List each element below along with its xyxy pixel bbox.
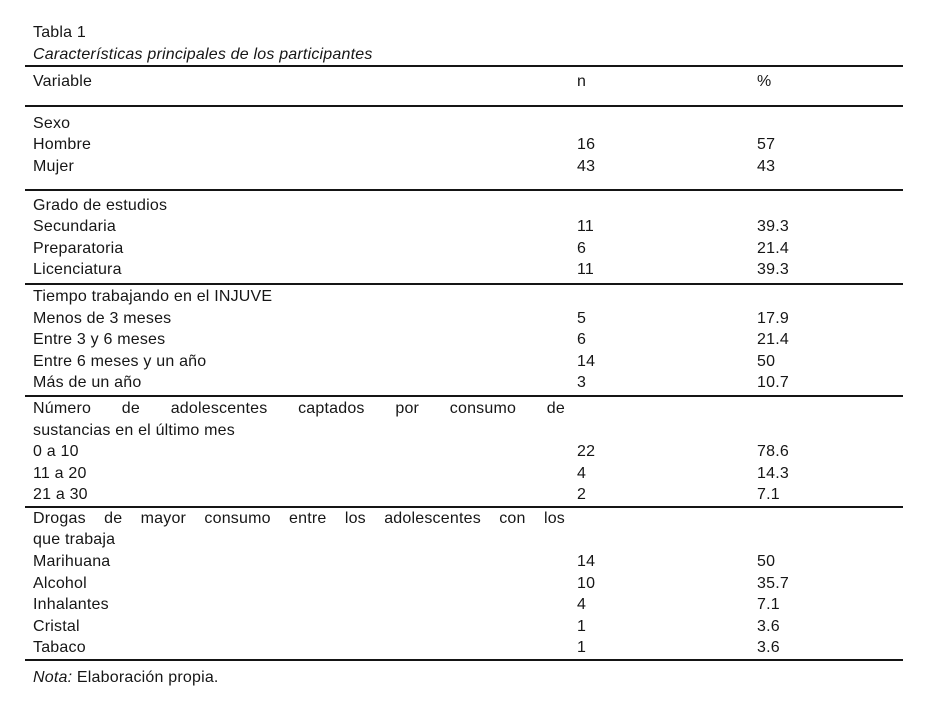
column-header-n: n: [577, 73, 587, 91]
row-n-value: 11: [577, 218, 595, 236]
table-caption: Tabla 1 Características principales de l…: [33, 22, 903, 65]
row-n-value: 5: [577, 309, 587, 327]
row-n-value: 4: [577, 464, 587, 482]
row-label: Licenciatura: [33, 261, 122, 279]
row-pct-value: 21.4: [757, 331, 789, 349]
row-pct-value: 43: [757, 157, 776, 175]
row-n-value: 43: [577, 157, 596, 175]
section-header: Drogas de mayor consumo entre los adoles…: [33, 508, 565, 551]
row-label: 0 a 10: [33, 443, 79, 461]
row-label: Hombre: [33, 136, 92, 154]
row-label: 21 a 30: [33, 486, 88, 504]
row-n-value: 2: [577, 486, 587, 504]
row-n-value: 6: [577, 331, 587, 349]
row-pct-value: 14.3: [757, 464, 789, 482]
row-label: Entre 6 meses y un año: [33, 352, 207, 370]
table-row: Inhalantes 4 7.1: [25, 594, 903, 616]
row-pct-value: 50: [757, 553, 776, 571]
section-sexo: Sexo Hombre 16 57 Mujer 43 43: [25, 104, 903, 189]
section-header-line: que trabaja: [33, 531, 116, 549]
row-pct-value: 57: [757, 136, 776, 154]
section-header: Tiempo trabajando en el INJUVE: [33, 286, 565, 308]
table-row: Marihuana 14 50: [25, 551, 903, 573]
table-note: Nota: Elaboración propia.: [25, 659, 903, 689]
note-label: Nota:: [33, 669, 73, 687]
row-label: Entre 3 y 6 meses: [33, 331, 166, 349]
row-pct-value: 3.6: [757, 617, 780, 635]
row-pct-value: 10.7: [757, 374, 789, 392]
row-n-value: 1: [577, 617, 587, 635]
table-row: Tabaco 1 3.6: [25, 637, 903, 659]
table-row: Menos de 3 meses 5 17.9: [25, 308, 903, 330]
row-n-value: 4: [577, 596, 587, 614]
row-label: Marihuana: [33, 553, 111, 571]
row-pct-value: 35.7: [757, 574, 789, 592]
row-n-value: 3: [577, 374, 587, 392]
section-grado-de-estudios: Grado de estudios Secundaria 11 39.3 Pre…: [25, 188, 903, 283]
table-row: Más de un año 3 10.7: [25, 372, 903, 394]
row-pct-value: 78.6: [757, 443, 789, 461]
row-n-value: 6: [577, 239, 587, 257]
section-header-line: Sexo: [33, 114, 71, 132]
column-header-pct: %: [757, 73, 772, 91]
section-header: Sexo: [33, 113, 565, 135]
table-row: Mujer 43 43: [25, 156, 903, 178]
row-pct-value: 50: [757, 352, 776, 370]
table-row: Licenciatura 11 39.3: [25, 259, 903, 281]
row-label: Mujer: [33, 157, 75, 175]
row-label: Secundaria: [33, 218, 116, 236]
section-header-line: Número de adolescentes captados por cons…: [33, 399, 565, 417]
row-pct-value: 17.9: [757, 309, 789, 327]
section-drogas-consumo: Drogas de mayor consumo entre los adoles…: [25, 505, 903, 659]
table-row: Preparatoria 6 21.4: [25, 238, 903, 260]
row-n-value: 11: [577, 261, 595, 279]
row-label: Tabaco: [33, 639, 86, 657]
section-header-line: sustancias en el último mes: [33, 421, 235, 439]
row-label: Cristal: [33, 617, 80, 635]
section-tiempo-injuve: Tiempo trabajando en el INJUVE Menos de …: [25, 282, 903, 395]
row-pct-value: 7.1: [757, 596, 780, 614]
section-header: Número de adolescentes captados por cons…: [33, 398, 565, 441]
table-title: Tabla 1: [33, 24, 86, 41]
row-pct-value: 21.4: [757, 239, 789, 257]
table-row: 21 a 30 2 7.1: [25, 484, 903, 506]
note-text: Elaboración propia.: [72, 669, 219, 687]
row-label: Inhalantes: [33, 596, 109, 614]
column-header-row: Variable n %: [25, 65, 903, 105]
table-row: 0 a 10 22 78.6: [25, 441, 903, 463]
row-pct-value: 39.3: [757, 261, 789, 279]
row-label: 11 a 20: [33, 464, 87, 482]
table-row: Cristal 1 3.6: [25, 616, 903, 638]
row-n-value: 10: [577, 574, 596, 592]
row-label: Más de un año: [33, 374, 142, 392]
table-row: Hombre 16 57: [25, 134, 903, 156]
row-label: Menos de 3 meses: [33, 309, 172, 327]
section-header-line: Tiempo trabajando en el INJUVE: [33, 287, 273, 305]
section-header-line: Drogas de mayor consumo entre los adoles…: [33, 509, 565, 527]
row-pct-value: 3.6: [757, 639, 780, 657]
table-row: Secundaria 11 39.3: [25, 216, 903, 238]
table-row: Entre 3 y 6 meses 6 21.4: [25, 329, 903, 351]
row-pct-value: 7.1: [757, 486, 780, 504]
table-subtitle: Características principales de los parti…: [33, 45, 373, 63]
section-header-line: Grado de estudios: [33, 196, 168, 214]
table-1: Tabla 1 Características principales de l…: [25, 0, 903, 689]
section-header: Grado de estudios: [33, 195, 565, 217]
row-n-value: 14: [577, 352, 596, 370]
column-header-variable: Variable: [33, 73, 93, 91]
table-row: Entre 6 meses y un año 14 50: [25, 351, 903, 373]
table-row: Alcohol 10 35.7: [25, 573, 903, 595]
row-label: Preparatoria: [33, 239, 124, 257]
row-n-value: 1: [577, 639, 587, 657]
row-n-value: 22: [577, 443, 596, 461]
section-adolescentes-captados: Número de adolescentes captados por cons…: [25, 394, 903, 506]
table-row: 11 a 20 4 14.3: [25, 463, 903, 485]
row-n-value: 16: [577, 136, 596, 154]
row-pct-value: 39.3: [757, 218, 789, 236]
row-label: Alcohol: [33, 574, 87, 592]
row-n-value: 14: [577, 553, 596, 571]
